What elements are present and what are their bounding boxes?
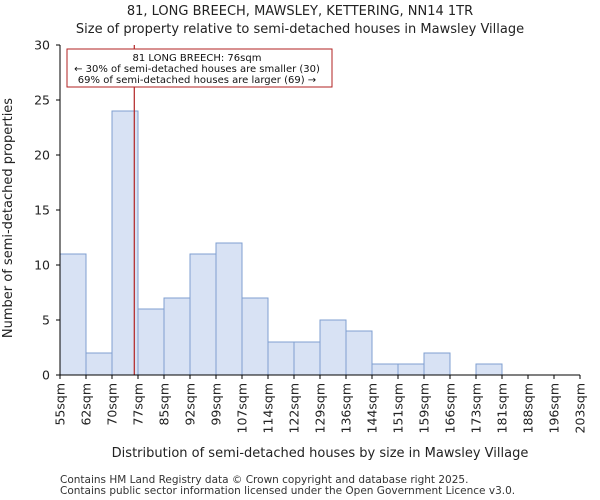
x-tick-label-129sqm: 129sqm [313, 383, 328, 433]
x-tick-label-70sqm: 70sqm [105, 383, 120, 426]
x-tick-label-77sqm: 77sqm [131, 383, 146, 426]
bar-136sqm [345, 330, 373, 376]
annotation-line2: ← 30% of semi-detached houses are smalle… [74, 64, 320, 75]
annotation-frame [66, 48, 333, 88]
x-tick-label-107sqm: 107sqm [235, 383, 250, 433]
bar-55sqm [59, 253, 87, 376]
bar-77sqm [137, 308, 165, 376]
y-tick-label-20: 20 [34, 148, 50, 163]
y-tick-label-30: 30 [34, 38, 50, 53]
x-tick-label-166sqm: 166sqm [443, 383, 458, 433]
x-tick-label-144sqm: 144sqm [365, 383, 380, 433]
axes-layer: 0 5 10 15 20 25 30 55sqm 62sqm 70sqm 77sqm 85sqm 92s… [34, 38, 587, 434]
y-tick-label-25: 25 [34, 93, 50, 108]
bar-122sqm [293, 341, 321, 376]
x-tick-label-114sqm: 114sqm [261, 383, 276, 433]
bars-layer [59, 110, 503, 376]
footer-line1: Contains HM Land Registry data © Crown c… [60, 474, 468, 486]
y-axis-label: Number of semi-detached properties [1, 98, 16, 338]
chart-title-line1: 81, LONG BREECH, MAWSLEY, KETTERING, NN1… [127, 4, 473, 19]
y-tick-label-5: 5 [42, 313, 50, 328]
bar-107sqm [241, 297, 269, 376]
x-tick-label-151sqm: 151sqm [391, 383, 406, 433]
annotation-line3: 69% of semi-detached houses are larger (… [78, 75, 316, 86]
y-tick-label-10: 10 [34, 258, 50, 273]
x-tick-label-99sqm: 99sqm [209, 383, 224, 426]
bar-173sqm [475, 363, 503, 376]
bar-151sqm [397, 363, 425, 376]
x-tick-label-188sqm: 188sqm [521, 383, 536, 433]
bar-92sqm [189, 253, 217, 376]
y-tick-label-15: 15 [34, 203, 50, 218]
chart-title-line2: Size of property relative to semi-detach… [76, 22, 524, 37]
plot-area: 0 5 10 15 20 25 30 55sqm 62sqm 70sqm 77sqm 85sqm 92s… [34, 38, 587, 434]
x-tick-label-159sqm: 159sqm [417, 383, 432, 433]
footer-line2: Contains public sector information licen… [60, 485, 515, 497]
bar-62sqm [85, 352, 113, 376]
x-tick-label-55sqm: 55sqm [53, 383, 68, 426]
bar-85sqm [163, 297, 191, 376]
bar-114sqm [267, 341, 295, 376]
x-tick-label-62sqm: 62sqm [79, 383, 94, 426]
annotation-box: 81 LONG BREECH: 76sqm ← 30% of semi-deta… [66, 48, 333, 88]
x-tick-label-136sqm: 136sqm [339, 383, 354, 433]
x-tick-label-181sqm: 181sqm [495, 383, 510, 433]
x-tick-label-92sqm: 92sqm [183, 383, 198, 426]
x-tick-label-173sqm: 173sqm [469, 383, 484, 433]
bar-144sqm [371, 363, 399, 376]
bar-99sqm [215, 242, 243, 376]
bar-129sqm [319, 319, 347, 376]
x-tick-label-203sqm: 203sqm [573, 383, 588, 433]
bar-159sqm [423, 352, 451, 376]
x-tick-label-85sqm: 85sqm [157, 383, 172, 426]
bar-70sqm [111, 110, 139, 376]
x-axis-label: Distribution of semi-detached houses by … [112, 446, 529, 461]
x-tick-label-122sqm: 122sqm [287, 383, 302, 433]
y-tick-label-0: 0 [42, 368, 50, 383]
annotation-line1: 81 LONG BREECH: 76sqm [133, 53, 262, 64]
x-tick-label-196sqm: 196sqm [547, 383, 562, 433]
